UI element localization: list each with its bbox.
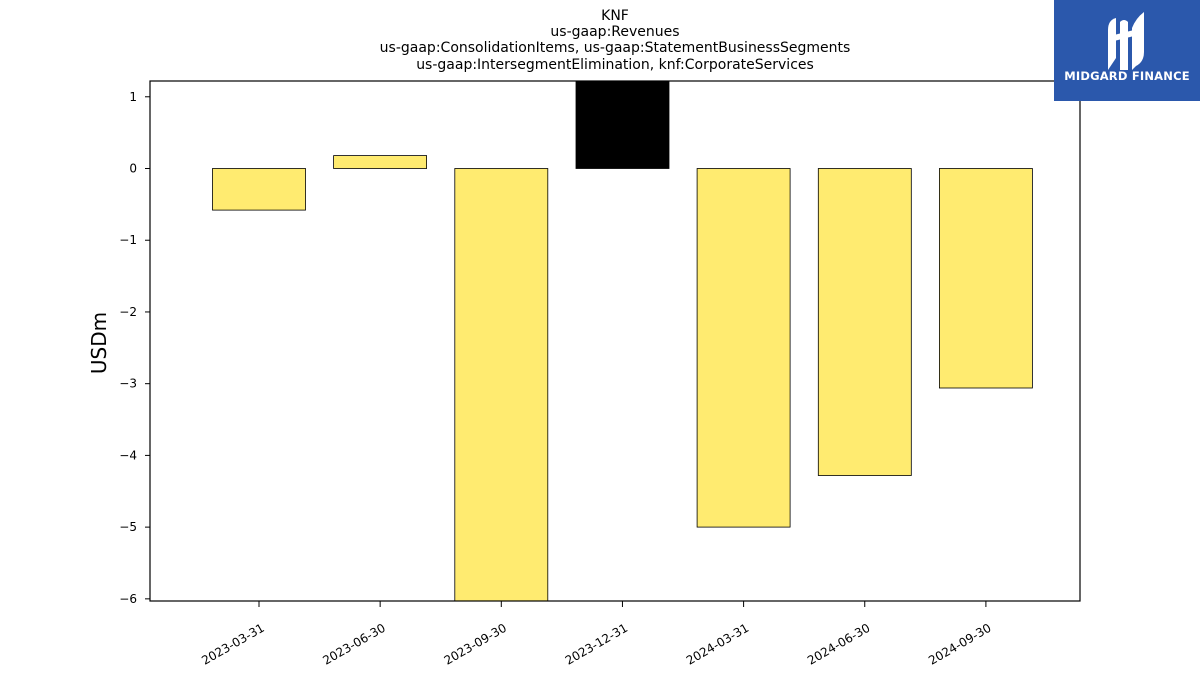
x-tick-label: 2023-03-31 <box>199 621 266 668</box>
x-tick-label: 2023-09-30 <box>442 621 509 668</box>
y-axis-label: USDm <box>87 312 111 374</box>
midgard-logo-icon <box>1108 12 1144 70</box>
midgard-finance-logo: MIDGARD FINANCE <box>1054 0 1200 101</box>
logo-text: MIDGARD FINANCE <box>1064 69 1190 83</box>
bar-2024-06-30 <box>817 168 912 476</box>
x-tick-label: 2024-03-31 <box>684 621 751 668</box>
title-line-1: KNF <box>601 8 629 24</box>
bar-2023-12-31 <box>575 81 670 169</box>
bar-2023-06-30 <box>333 155 428 169</box>
x-axis: 2023-03-31 2023-06-30 2023-09-30 2023-12-31… <box>199 601 994 668</box>
title-line-4: us-gaap:IntersegmentElimination, knf:Cor… <box>416 57 814 73</box>
x-tick-label: 2024-09-30 <box>926 621 993 668</box>
y-tick-label: 1 <box>129 90 137 104</box>
y-axis: 1 0 −1 −2 −3 −4 −5 −6 <box>119 90 150 606</box>
bar-2024-03-31 <box>696 168 791 528</box>
x-tick-label: 2024-06-30 <box>805 621 872 668</box>
bars <box>212 81 1033 601</box>
y-tick-label: −5 <box>119 520 137 534</box>
y-tick-label: −1 <box>119 233 137 247</box>
bar-2024-09-30 <box>939 168 1033 389</box>
chart-title: KNF us-gaap:Revenues us-gaap:Consolidati… <box>380 8 851 73</box>
y-tick-label: −6 <box>119 592 137 606</box>
y-tick-label: −2 <box>119 305 137 319</box>
bar-2023-09-30 <box>454 168 549 601</box>
y-tick-label: 0 <box>129 162 137 176</box>
plot-frame <box>149 80 1081 602</box>
bar-2023-03-31 <box>212 168 306 211</box>
y-tick-label: −3 <box>119 377 137 391</box>
x-tick-label: 2023-12-31 <box>563 621 630 668</box>
x-tick-label: 2023-06-30 <box>320 621 387 668</box>
y-tick-label: −4 <box>119 448 137 462</box>
title-line-3: us-gaap:ConsolidationItems, us-gaap:Stat… <box>380 40 851 56</box>
title-line-2: us-gaap:Revenues <box>550 24 679 40</box>
